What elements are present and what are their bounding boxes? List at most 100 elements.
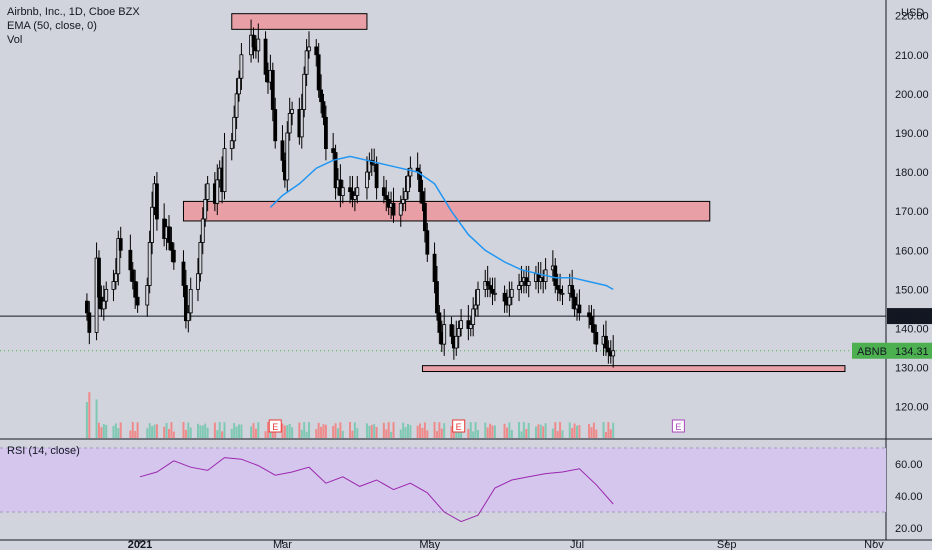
volume-bar bbox=[170, 422, 173, 438]
volume-bar bbox=[172, 431, 175, 438]
price-tick-label: 200.00 bbox=[895, 89, 929, 101]
volume-bar bbox=[189, 427, 192, 438]
volume-bar bbox=[433, 422, 436, 438]
candle-body bbox=[355, 187, 360, 196]
candle-body bbox=[572, 296, 577, 310]
legend-symbol: Airbnb, Inc., 1D, Cboe BZX bbox=[7, 6, 140, 18]
volume-bar bbox=[474, 422, 477, 438]
volume-bar bbox=[136, 422, 139, 438]
volume-bar bbox=[117, 428, 120, 438]
volume-bar bbox=[230, 428, 233, 438]
legend-rsi: RSI (14, close) bbox=[7, 445, 80, 457]
candle-body bbox=[316, 54, 321, 91]
volume-bar bbox=[153, 424, 156, 438]
candle-body bbox=[604, 335, 608, 349]
volume-bar bbox=[399, 429, 402, 438]
volume-bar bbox=[187, 422, 190, 438]
earnings-marker: E bbox=[268, 419, 282, 433]
candle-body bbox=[587, 312, 591, 318]
volume-bar bbox=[308, 422, 311, 438]
candle-body bbox=[118, 238, 123, 251]
hline-price-label: 143.18 bbox=[895, 311, 929, 323]
volume-bar bbox=[518, 422, 521, 438]
candle-body bbox=[391, 202, 396, 216]
candle-body bbox=[150, 206, 154, 243]
candle-body bbox=[468, 324, 473, 329]
volume-bar bbox=[300, 429, 303, 438]
volume-bar bbox=[419, 423, 422, 438]
volume-bar bbox=[525, 428, 528, 438]
candle-body bbox=[234, 93, 239, 118]
rsi-band bbox=[0, 448, 886, 512]
candle-body bbox=[183, 285, 188, 322]
volume-bar bbox=[477, 429, 480, 438]
candle-body bbox=[507, 296, 512, 306]
candle-body bbox=[408, 167, 413, 177]
volume-bar bbox=[426, 430, 429, 438]
volume-bar bbox=[537, 424, 540, 438]
volume-bar bbox=[435, 431, 438, 438]
candle-body bbox=[476, 288, 480, 306]
time-tick-label: Mar bbox=[273, 539, 292, 550]
volume-bar bbox=[551, 428, 554, 438]
candle-body bbox=[374, 163, 379, 189]
volume-bar bbox=[486, 427, 489, 438]
volume-bar bbox=[286, 425, 289, 438]
earnings-marker-label: E bbox=[675, 422, 681, 432]
volume-bar bbox=[146, 428, 149, 438]
candle-body bbox=[314, 46, 319, 56]
volume-bar bbox=[102, 424, 105, 438]
volume-bar bbox=[527, 422, 530, 438]
volume-bar bbox=[602, 422, 605, 438]
volume-bar bbox=[385, 429, 388, 438]
candle-body bbox=[365, 171, 369, 189]
candle-body bbox=[287, 113, 292, 134]
volume-bar bbox=[489, 423, 492, 438]
volume-bar bbox=[609, 429, 612, 438]
volume-bar bbox=[556, 431, 559, 438]
candle-body bbox=[594, 332, 599, 345]
candle-body bbox=[198, 242, 203, 275]
volume-bar bbox=[100, 427, 103, 438]
volume-bar bbox=[520, 431, 523, 438]
volume-bar bbox=[534, 426, 537, 438]
volume-bar bbox=[472, 431, 475, 438]
volume-bar bbox=[274, 427, 277, 438]
volume-bar bbox=[544, 423, 547, 438]
volume-bar bbox=[607, 422, 610, 438]
volume-bar bbox=[305, 431, 308, 438]
volume-bar bbox=[184, 429, 187, 438]
volume-bar bbox=[604, 431, 607, 438]
volume-bar bbox=[382, 422, 385, 438]
volume-bar bbox=[392, 422, 395, 438]
volume-bar bbox=[257, 422, 260, 438]
hline-price-tag bbox=[887, 308, 932, 325]
candle-body bbox=[128, 249, 133, 271]
price-axis-panel bbox=[886, 0, 932, 550]
candle-body bbox=[442, 324, 447, 345]
candle-body bbox=[147, 242, 152, 286]
volume-bar bbox=[573, 423, 576, 438]
candle-body bbox=[186, 312, 191, 322]
candle-body bbox=[432, 253, 437, 282]
candle-body bbox=[555, 285, 560, 290]
candle-body bbox=[340, 187, 345, 196]
volume-bar bbox=[112, 425, 115, 438]
candle-body bbox=[321, 101, 326, 118]
volume-bar bbox=[493, 425, 496, 438]
candle-body bbox=[403, 191, 408, 200]
volume-bar bbox=[406, 423, 409, 438]
candle-body bbox=[490, 288, 495, 294]
candle-body bbox=[222, 148, 227, 193]
volume-bar bbox=[332, 426, 335, 438]
volume-bar bbox=[324, 424, 327, 438]
candle-body bbox=[203, 199, 208, 220]
volume-bar bbox=[216, 430, 219, 438]
volume-bar bbox=[288, 423, 291, 438]
volume-bar bbox=[315, 429, 318, 438]
candle-body bbox=[135, 296, 140, 306]
price-tick-label: 130.00 bbox=[895, 363, 929, 375]
price-tick-label: 150.00 bbox=[895, 284, 929, 296]
candle-body bbox=[280, 140, 285, 161]
